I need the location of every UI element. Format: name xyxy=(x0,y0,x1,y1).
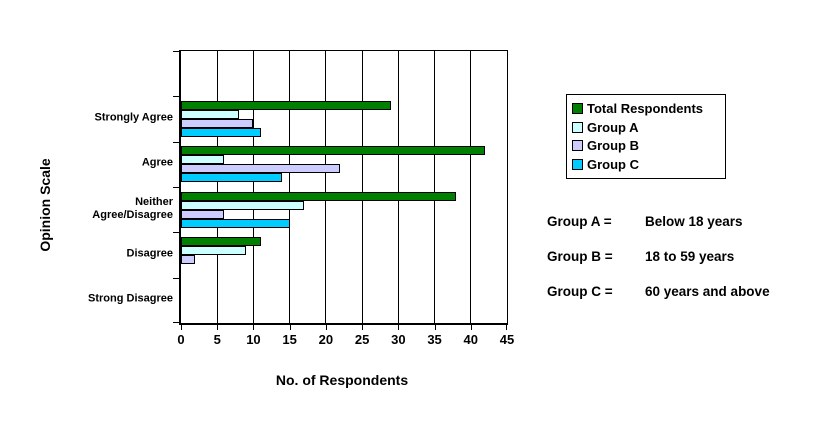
bar-group-a xyxy=(181,200,304,210)
x-axis-tick-15 xyxy=(289,323,291,330)
legend-item-group-a: Group A xyxy=(572,120,720,135)
bar-total-respondents xyxy=(181,101,391,110)
y-axis-tick-0 xyxy=(173,51,179,52)
legend-swatch-group-a xyxy=(572,121,583,133)
legend-swatch-group-c xyxy=(572,159,583,171)
x-tick-label-10: 10 xyxy=(246,332,261,347)
bar-group-b xyxy=(181,119,253,128)
y-axis-tick-4 xyxy=(173,232,179,233)
x-tick-label-35: 35 xyxy=(427,332,442,347)
bar-group-b xyxy=(181,209,224,219)
category-label: Agree xyxy=(141,156,173,169)
x-tick-label-15: 15 xyxy=(282,332,297,347)
x-axis-tick-20 xyxy=(325,323,327,330)
legend-label-group-c: Group C xyxy=(587,157,639,173)
note-text-group-c: 60 years and above xyxy=(645,284,770,299)
legend-item-total-respondents: Total Respondents xyxy=(572,101,720,116)
x-tick-label-20: 20 xyxy=(318,332,334,347)
note-label-group-b: Group B = xyxy=(547,249,613,264)
y-axis-tick-6 xyxy=(173,322,179,323)
x-axis-tick-0 xyxy=(181,323,182,330)
note-text-group-b: 18 to 59 years xyxy=(645,249,735,264)
x-axis-tick-40 xyxy=(470,323,472,330)
x-tick-label-40: 40 xyxy=(463,332,478,347)
x-axis-tick-10 xyxy=(253,323,255,330)
category-label: Disagree xyxy=(126,247,173,260)
gridline-x-5 xyxy=(216,51,218,323)
y-axis-title: Opinion Scale xyxy=(37,158,53,252)
x-axis-tick-25 xyxy=(362,323,364,330)
bar-group-c xyxy=(181,128,261,137)
legend-label-group-a: Group A xyxy=(587,119,639,135)
category-label: Strong Disagree xyxy=(88,292,173,305)
legend-swatch-total-respondents xyxy=(572,102,583,114)
bar-group-c xyxy=(181,173,282,183)
x-axis-tick-5 xyxy=(217,323,219,330)
note-text-group-a: Below 18 years xyxy=(645,214,743,229)
bar-group-a xyxy=(181,110,239,119)
legend-label-total-respondents: Total Respondents xyxy=(587,100,704,116)
category-label: Strongly Agree xyxy=(94,111,173,124)
y-axis-tick-1 xyxy=(173,96,179,97)
gridline-x-10 xyxy=(252,51,254,323)
category-label: Neither Agree/Disagree xyxy=(92,195,173,221)
y-axis-tick-3 xyxy=(173,187,179,188)
bar-group-a xyxy=(181,246,246,255)
note-label-group-a: Group A = xyxy=(547,214,612,229)
plot-area xyxy=(173,50,508,330)
x-axis-tick-30 xyxy=(398,323,400,330)
group-definitions: Group A = Below 18 years Group B = 18 to… xyxy=(547,213,770,300)
x-tick-label-25: 25 xyxy=(354,332,370,347)
bar-group-a xyxy=(181,155,224,165)
gridline-x-25 xyxy=(361,51,363,323)
legend-swatch-group-b xyxy=(572,140,583,152)
bar-total-respondents xyxy=(181,237,261,246)
legend-item-group-b: Group B xyxy=(572,138,720,153)
x-tick-label-45: 45 xyxy=(499,332,515,347)
y-axis-tick-2 xyxy=(173,142,179,143)
note-row-group-a: Group A = Below 18 years xyxy=(547,213,770,230)
gridline-x-35 xyxy=(434,51,436,323)
x-axis-tick-45 xyxy=(506,323,507,330)
note-row-group-b: Group B = 18 to 59 years xyxy=(547,248,770,265)
legend-label-group-b: Group B xyxy=(587,138,639,154)
legend: Total Respondents Group A Group B Group … xyxy=(566,94,726,179)
x-tick-label-0: 0 xyxy=(177,332,185,347)
gridline-x-40 xyxy=(470,51,472,323)
gridline-x-30 xyxy=(397,51,399,323)
bar-group-c xyxy=(181,218,290,228)
gridline-x-15 xyxy=(289,51,291,323)
x-tick-label-5: 5 xyxy=(213,332,221,347)
note-label-group-c: Group C = xyxy=(547,284,613,299)
legend-item-group-c: Group C xyxy=(572,157,720,172)
x-axis-title: No. of Respondents xyxy=(275,372,409,388)
bar-group-b xyxy=(181,255,195,264)
bar-group-b xyxy=(181,164,340,174)
y-axis-tick-5 xyxy=(173,278,179,279)
bar-total-respondents xyxy=(181,191,456,201)
x-axis-tick-35 xyxy=(434,323,436,330)
bar-total-respondents xyxy=(181,146,485,156)
gridline-x-20 xyxy=(325,51,327,323)
x-tick-label-30: 30 xyxy=(391,332,406,347)
note-row-group-c: Group C = 60 years and above xyxy=(547,283,770,300)
